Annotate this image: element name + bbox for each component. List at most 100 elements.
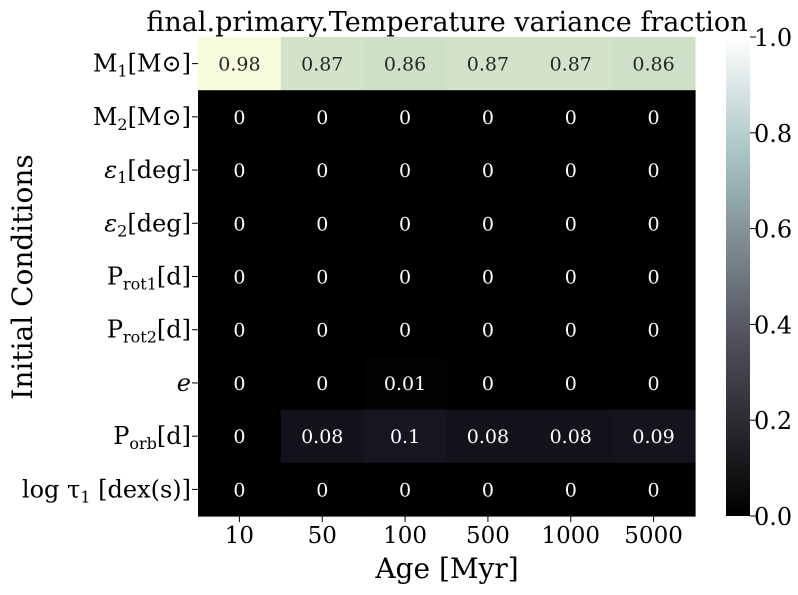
heatmap-cell: [363, 462, 448, 517]
heatmap-cell: [446, 143, 530, 198]
heatmap-cell: [280, 37, 365, 91]
heatmap-cell: [446, 303, 530, 357]
cell-label: 0.98: [218, 54, 260, 76]
heatmap-cell: [280, 356, 365, 411]
y-tick-label: log τ1 [dex(s)]: [22, 475, 191, 506]
heatmap-cell: [529, 37, 613, 91]
heatmap-cell: [446, 249, 530, 304]
cell-label: 0.87: [467, 54, 509, 76]
cell-label: 0: [399, 160, 411, 182]
heatmap-cell: [529, 249, 613, 304]
cell-label: 0: [316, 160, 328, 182]
colorbar-tick-label: 0.8: [754, 120, 792, 148]
heatmap-cell: [280, 90, 365, 145]
cell-label: 0: [565, 373, 577, 395]
cell-label: 0: [233, 213, 245, 235]
cell-label: 0: [316, 107, 328, 129]
cell-label: 0: [565, 267, 577, 289]
heatmap-cell: [612, 356, 696, 411]
heatmap-cell: [529, 303, 613, 357]
heatmap-cell: [612, 409, 696, 464]
cell-label: 0.86: [632, 54, 674, 76]
heatmap-cell: [529, 90, 613, 145]
cell-label: 0: [233, 373, 245, 395]
chart-title: final.primary.Temperature variance fract…: [146, 7, 747, 38]
heatmap-cell: [198, 303, 282, 357]
cell-label: 0: [233, 107, 245, 129]
y-tick-label: M1[M⊙]: [93, 50, 191, 81]
cell-label: 0: [316, 373, 328, 395]
heatmap-cell: [529, 196, 613, 251]
colorbar-tick-label: 1.0: [754, 24, 792, 52]
x-tick-label: 10: [225, 523, 254, 549]
heatmap-cell: [363, 90, 448, 145]
heatmap-cell: [280, 303, 365, 357]
heatmap-cell: [198, 37, 282, 91]
cell-label: 0.87: [550, 54, 592, 76]
cell-label: 0.08: [301, 426, 343, 448]
colorbar-tick-label: 0.0: [754, 503, 792, 531]
y-tick-label: Porb[d]: [113, 422, 191, 453]
heatmap-cell: [198, 196, 282, 251]
heatmap-cell: [363, 249, 448, 304]
heatmap-cell: [612, 37, 696, 91]
cell-label: 0: [565, 479, 577, 501]
cell-label: 0.86: [384, 54, 426, 76]
cell-label: 0: [648, 107, 660, 129]
heatmap-cell: [280, 143, 365, 198]
cell-label: 0.87: [301, 54, 343, 76]
cell-label: 0: [399, 267, 411, 289]
cell-label: 0: [482, 267, 494, 289]
cell-label: 0: [648, 160, 660, 182]
y-tick-label: ε2[deg]: [104, 209, 191, 240]
heatmap-cell: [612, 303, 696, 357]
cell-label: 0: [233, 426, 245, 448]
cell-label: 0: [233, 320, 245, 342]
cell-label: 0: [482, 213, 494, 235]
heatmap-cell: [198, 90, 282, 145]
heatmap-cell: [529, 143, 613, 198]
cell-label: 0.08: [550, 426, 592, 448]
x-tick-label: 5000: [624, 523, 683, 549]
x-tick-label: 50: [308, 523, 337, 549]
heatmap-cell: [198, 143, 282, 198]
cell-label: 0: [648, 320, 660, 342]
heatmap-cell: [363, 303, 448, 357]
heatmap-cell: [446, 196, 530, 251]
heatmap-cell: [446, 462, 530, 517]
heatmap-cell: [363, 37, 448, 91]
heatmap-cell: [446, 37, 530, 91]
x-axis: 10 50 100 500 1000 5000: [225, 516, 683, 549]
heatmap-cell: [280, 462, 365, 517]
heatmap-cell: [529, 462, 613, 517]
y-tick-label: ε1[deg]: [104, 156, 191, 187]
heatmap-cell: [198, 249, 282, 304]
heatmap-cell: [612, 462, 696, 517]
heatmap-cell: [446, 90, 530, 145]
cell-label: 0: [399, 107, 411, 129]
cell-label: 0: [565, 320, 577, 342]
y-tick-label: M2[M⊙]: [93, 103, 191, 134]
x-tick-label: 1000: [541, 523, 600, 549]
cell-label: 0: [233, 479, 245, 501]
heatmap-cell: [446, 409, 530, 464]
heatmap-cell: [363, 356, 448, 411]
heatmap-cell: [198, 409, 282, 464]
heatmap-cell: [529, 409, 613, 464]
heatmap-cell: [446, 356, 530, 411]
cell-label: 0: [648, 373, 660, 395]
heatmap-cell: [280, 196, 365, 251]
x-axis-label: Age [Myr]: [374, 552, 518, 585]
cell-label: 0: [482, 160, 494, 182]
heatmap-cell: [612, 143, 696, 198]
heatmap-cell: [363, 409, 448, 464]
heatmap-cell: [612, 90, 696, 145]
cell-label: 0: [316, 213, 328, 235]
colorbar-tick-label: 0.4: [754, 311, 792, 339]
heatmap-cell: [198, 356, 282, 411]
cell-label: 0: [482, 373, 494, 395]
x-tick-label: 100: [383, 523, 427, 549]
y-axis-label: Initial Conditions: [6, 154, 39, 399]
cell-label: 0: [482, 107, 494, 129]
